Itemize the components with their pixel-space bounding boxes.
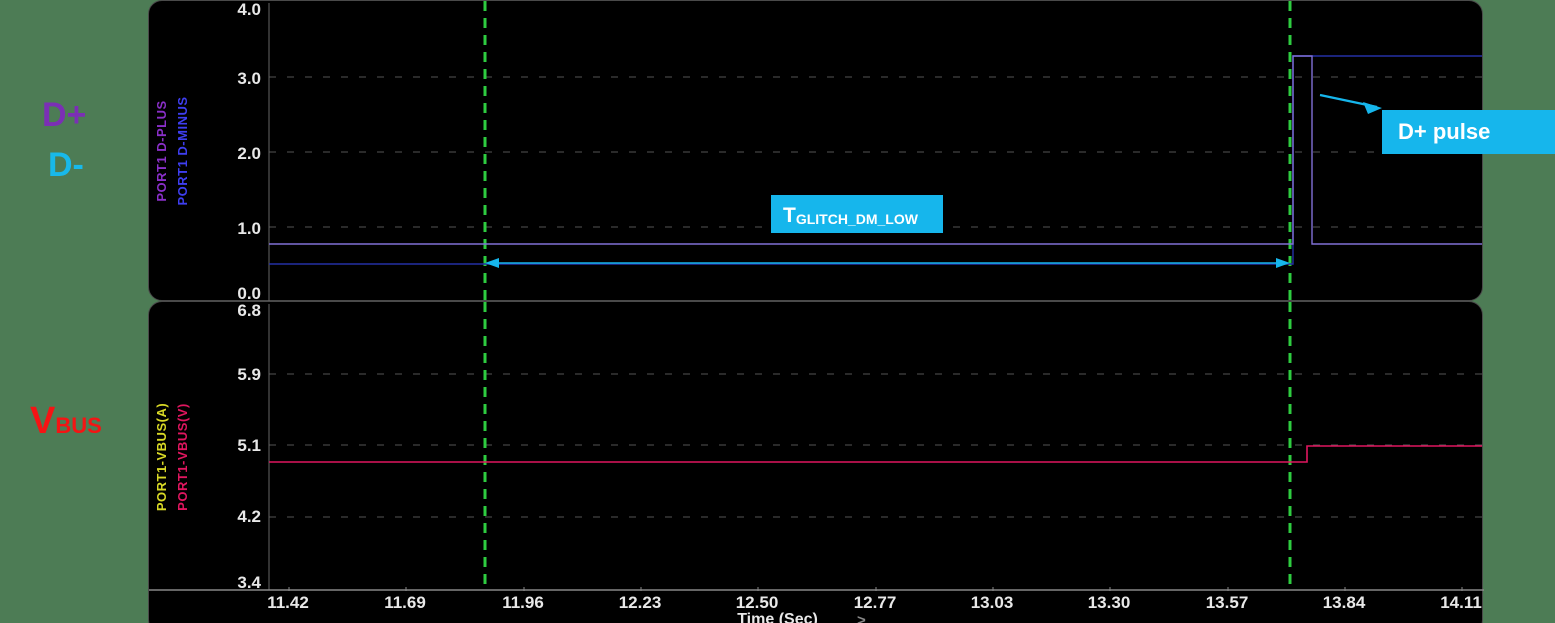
svg-text:5.9: 5.9: [237, 365, 261, 384]
svg-text:4.2: 4.2: [237, 507, 261, 526]
svg-text:PORT1-VBUS(V): PORT1-VBUS(V): [175, 403, 190, 511]
svg-text:PORT1 D-PLUS: PORT1 D-PLUS: [154, 100, 169, 201]
svg-text:6.8: 6.8: [237, 302, 261, 320]
svg-text:3.0: 3.0: [237, 69, 261, 88]
svg-text:4.0: 4.0: [237, 1, 261, 19]
svg-text:PORT1 D-MINUS: PORT1 D-MINUS: [175, 96, 190, 205]
svg-text:5.1: 5.1: [237, 436, 261, 455]
svg-text:0.0: 0.0: [237, 284, 261, 302]
svg-text:1.0: 1.0: [237, 219, 261, 238]
svg-text:PORT1-VBUS(A): PORT1-VBUS(A): [154, 403, 169, 511]
svg-text:3.4: 3.4: [237, 573, 261, 592]
svg-text:2.0: 2.0: [237, 144, 261, 163]
